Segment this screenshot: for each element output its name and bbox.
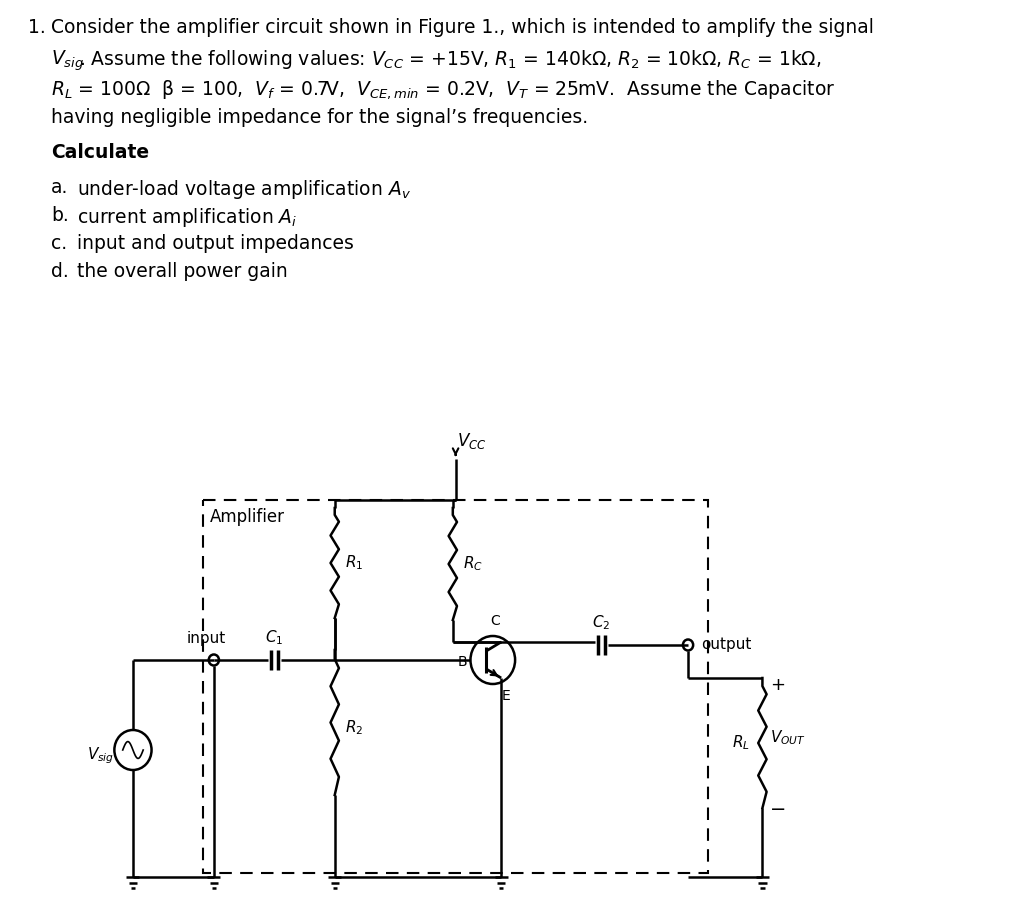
- Text: $R_C$: $R_C$: [463, 555, 483, 573]
- Bar: [203, 500, 709, 873]
- Text: $R_L$: $R_L$: [731, 734, 750, 753]
- Text: Amplifier: Amplifier: [210, 508, 285, 526]
- Text: $V_{sig}$: $V_{sig}$: [87, 745, 115, 766]
- Text: $C_2$: $C_2$: [593, 613, 610, 632]
- Text: $R_L$ = 100Ω  β = 100,  $V_f$ = 0.7V,  $V_{CE,min}$ = 0.2V,  $V_T$ = 25mV.  Assu: $R_L$ = 100Ω β = 100, $V_f$ = 0.7V, $V_{…: [51, 78, 836, 101]
- Text: $V_{CC}$: $V_{CC}$: [458, 431, 487, 451]
- Text: $V_{sig}$: $V_{sig}$: [51, 48, 84, 73]
- Text: a.: a.: [51, 178, 69, 197]
- Text: input and output impedances: input and output impedances: [77, 234, 354, 253]
- Text: . Assume the following values: $V_{CC}$ = +15V, $R_1$ = 140kΩ, $R_2$ = 10kΩ, $R_: . Assume the following values: $V_{CC}$ …: [79, 48, 821, 71]
- Text: having negligible impedance for the signal’s frequencies.: having negligible impedance for the sign…: [51, 108, 588, 127]
- Text: c.: c.: [51, 234, 68, 253]
- Text: $V_{OUT}$: $V_{OUT}$: [770, 728, 806, 747]
- Text: output: output: [701, 637, 752, 653]
- Text: $R_1$: $R_1$: [345, 554, 364, 572]
- Text: 1.: 1.: [28, 18, 46, 37]
- Text: b.: b.: [51, 206, 69, 225]
- Text: +: +: [770, 676, 784, 694]
- Text: Consider the amplifier circuit shown in Figure 1., which is intended to amplify : Consider the amplifier circuit shown in …: [51, 18, 874, 37]
- Text: $C_1$: $C_1$: [265, 628, 284, 647]
- Text: current amplification $A_i$: current amplification $A_i$: [77, 206, 298, 229]
- Text: $R_2$: $R_2$: [345, 718, 364, 737]
- Text: C: C: [489, 614, 500, 628]
- Text: Calculate: Calculate: [51, 143, 150, 162]
- Text: B: B: [458, 655, 467, 669]
- Text: d.: d.: [51, 262, 69, 281]
- Text: input: input: [186, 631, 226, 646]
- Text: E: E: [502, 689, 511, 703]
- Text: −: −: [770, 800, 786, 819]
- Text: the overall power gain: the overall power gain: [77, 262, 288, 281]
- Text: under-load voltage amplification $A_v$: under-load voltage amplification $A_v$: [77, 178, 412, 201]
